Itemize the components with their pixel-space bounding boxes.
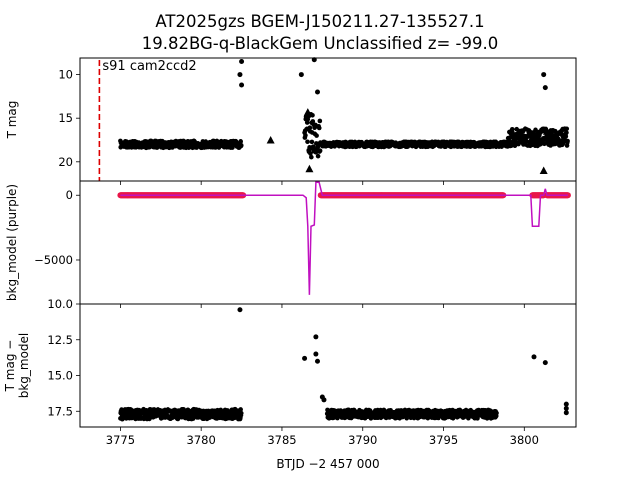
data-point bbox=[542, 141, 547, 147]
y-tick-label: 10.0 bbox=[47, 297, 73, 311]
data-point bbox=[509, 127, 515, 132]
data-point bbox=[308, 151, 313, 156]
panel-bottom: T mag − bkg_model 10.0 12.5 15.0 17.5 3775 3780… bbox=[3, 297, 577, 447]
panel-middle: bkg_model (purple) 0 −5000 bbox=[5, 180, 577, 308]
chart-title-line2: 19.82BG-q-BlackGem Unclassified z= -99.0 bbox=[142, 34, 499, 53]
data-point bbox=[315, 153, 321, 159]
data-point bbox=[307, 125, 313, 131]
data-point bbox=[512, 143, 518, 149]
x-tick-label: 3775 bbox=[106, 433, 135, 447]
y-axis-label-top: T mag bbox=[5, 101, 19, 140]
data-point bbox=[541, 72, 547, 78]
data-point bbox=[302, 355, 308, 361]
data-point bbox=[556, 136, 561, 142]
y-tick-label: 20 bbox=[58, 155, 73, 169]
y-tick-label: 10 bbox=[58, 68, 73, 82]
data-point bbox=[298, 72, 304, 78]
data-point bbox=[309, 154, 314, 160]
y-tick-label: 12.5 bbox=[47, 333, 73, 347]
upper-limit-marker bbox=[528, 133, 537, 141]
y-tick-label: −5000 bbox=[34, 253, 73, 267]
data-point bbox=[313, 334, 319, 340]
data-point bbox=[239, 58, 245, 64]
upper-limit-marker bbox=[266, 136, 275, 144]
y-tick-label: 0 bbox=[66, 188, 73, 202]
data-point bbox=[313, 351, 319, 357]
data-point bbox=[563, 401, 569, 407]
data-point bbox=[531, 354, 537, 360]
data-point bbox=[316, 125, 322, 131]
data-point bbox=[317, 148, 323, 154]
panel-frame bbox=[79, 303, 577, 428]
x-tick-label: 3795 bbox=[429, 433, 458, 447]
x-tick-label: 3785 bbox=[267, 433, 296, 447]
sector-annotation: s91 cam2ccd2 bbox=[102, 59, 196, 74]
data-point bbox=[238, 410, 244, 416]
panel-frame bbox=[79, 57, 577, 182]
data-point bbox=[542, 85, 548, 91]
data-point bbox=[303, 133, 308, 138]
data-point bbox=[309, 139, 315, 145]
bkg-model-marker bbox=[564, 192, 571, 199]
data-point bbox=[239, 82, 245, 88]
y-axis-label-bottom: T mag − bbox=[3, 340, 17, 393]
data-point bbox=[494, 410, 499, 416]
upper-limit-marker bbox=[539, 166, 548, 175]
data-point bbox=[317, 118, 323, 124]
y-axis-label-bottom: bkg_model bbox=[17, 333, 31, 399]
y-axis-label-middle: bkg_model (purple) bbox=[5, 184, 19, 301]
panel-frame bbox=[79, 180, 577, 305]
data-point bbox=[321, 397, 327, 403]
data-point bbox=[237, 72, 243, 78]
upper-limit-marker bbox=[305, 164, 314, 173]
data-point bbox=[542, 360, 548, 366]
x-axis-label: BTJD −2 457 000 bbox=[276, 457, 379, 471]
data-point bbox=[238, 139, 243, 144]
data-point bbox=[237, 307, 243, 313]
data-point bbox=[310, 112, 315, 118]
data-point bbox=[560, 141, 566, 146]
chart-title-line1: AT2025gzs BGEM-J150211.27-135527.1 bbox=[155, 12, 484, 31]
bkg-model-line bbox=[120, 181, 568, 295]
data-point bbox=[314, 358, 320, 364]
data-point bbox=[564, 130, 569, 135]
data-point bbox=[563, 134, 569, 139]
x-tick-label: 3800 bbox=[510, 433, 539, 447]
x-tick-label: 3780 bbox=[187, 433, 216, 447]
data-point bbox=[314, 89, 320, 95]
data-point bbox=[564, 126, 570, 132]
y-tick-label: 15.0 bbox=[47, 369, 73, 383]
data-point bbox=[404, 415, 410, 421]
y-tick-label: 15 bbox=[58, 111, 73, 125]
data-point bbox=[305, 139, 310, 145]
data-point bbox=[563, 410, 569, 416]
data-point bbox=[238, 143, 244, 148]
upper-limit-marker bbox=[542, 127, 551, 135]
y-tick-label: 17.5 bbox=[47, 404, 73, 418]
upper-limit-marker bbox=[303, 108, 312, 116]
x-tick-label: 3790 bbox=[348, 433, 377, 447]
data-point bbox=[563, 405, 569, 411]
data-point bbox=[314, 133, 319, 138]
data-point bbox=[533, 127, 538, 133]
data-point bbox=[565, 138, 570, 144]
panel-top: T mag 10 15 20 s91 cam2ccd2 bbox=[5, 57, 577, 185]
data-point bbox=[238, 407, 243, 412]
